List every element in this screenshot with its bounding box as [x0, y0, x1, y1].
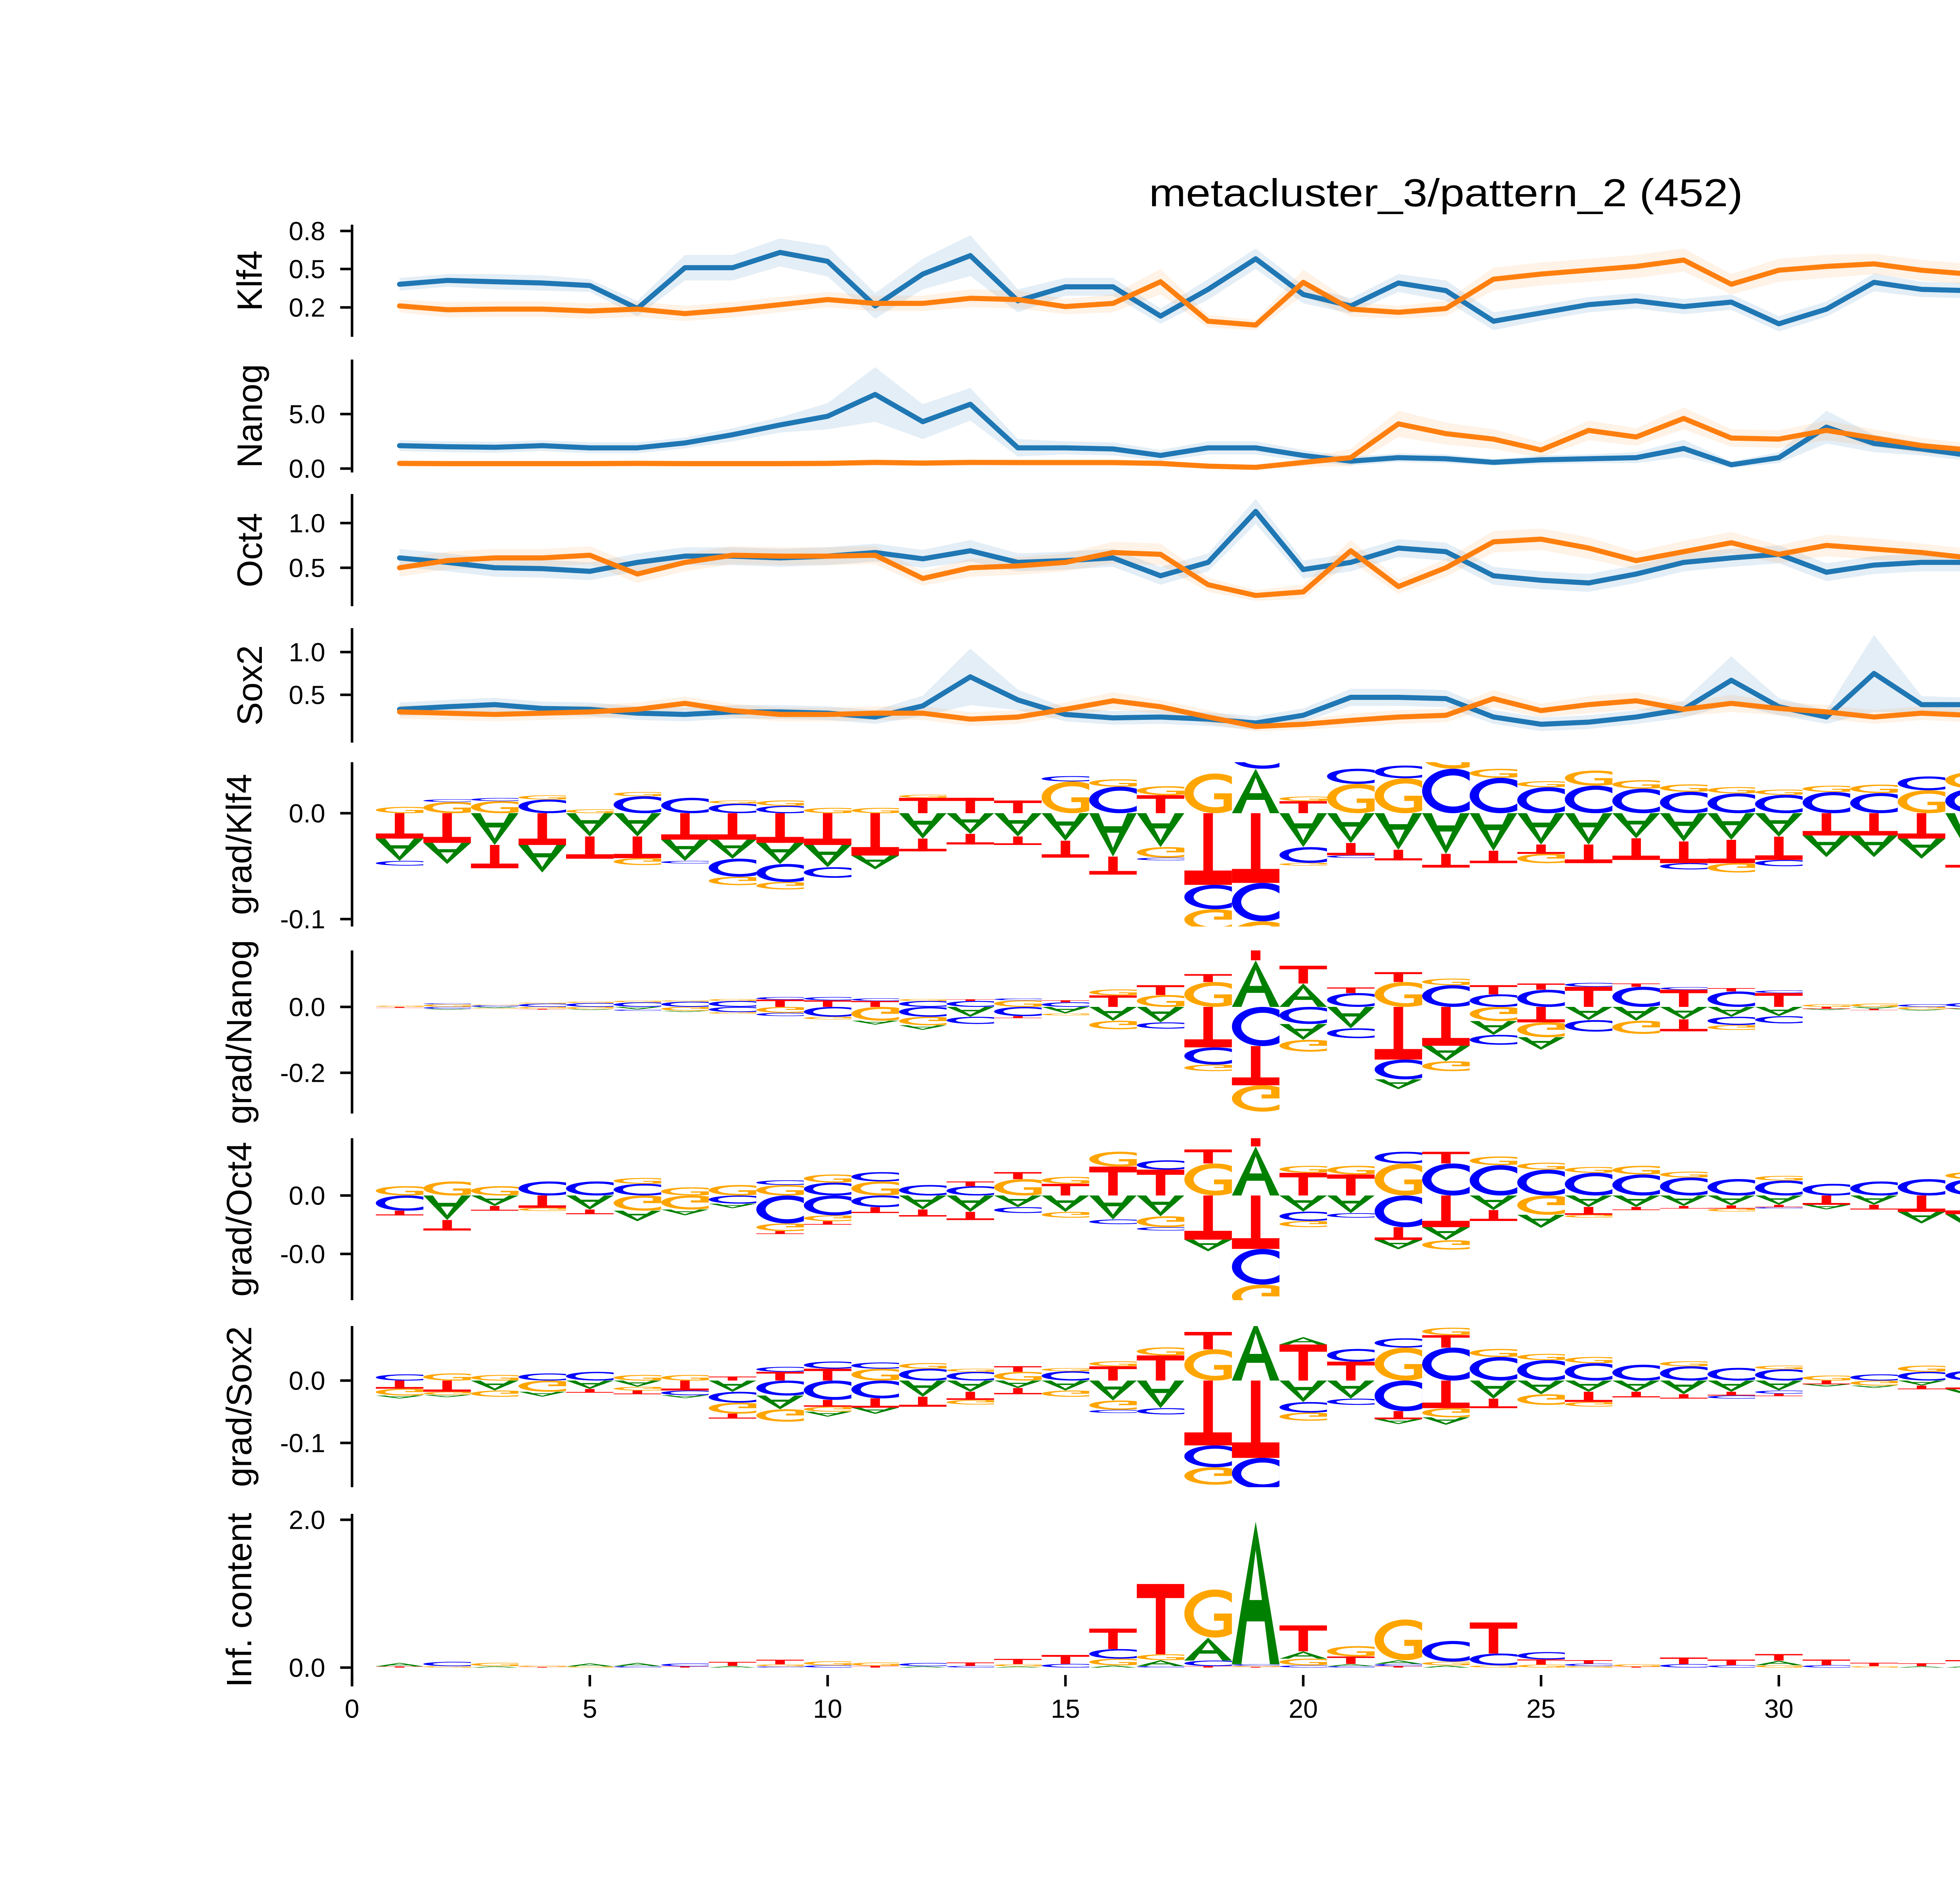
svg-text:15: 15 — [1051, 1694, 1080, 1724]
svg-text:-0.1: -0.1 — [280, 905, 325, 934]
svg-text:Inf. content: Inf. content — [220, 1513, 259, 1687]
svg-text:0.0: 0.0 — [289, 1366, 325, 1395]
svg-text:0.5: 0.5 — [289, 554, 325, 583]
svg-text:30: 30 — [1764, 1694, 1794, 1724]
svg-text:10: 10 — [813, 1694, 842, 1724]
svg-text:1.0: 1.0 — [289, 509, 325, 538]
svg-text:0.0: 0.0 — [289, 992, 325, 1022]
svg-text:0.0: 0.0 — [289, 1181, 325, 1210]
svg-text:1.0: 1.0 — [289, 638, 325, 667]
svg-text:Nanog: Nanog — [230, 364, 270, 468]
svg-text:-0.1: -0.1 — [280, 1428, 325, 1458]
svg-text:grad/Oct4: grad/Oct4 — [220, 1142, 259, 1297]
svg-text:0.5: 0.5 — [289, 681, 325, 710]
svg-text:0.5: 0.5 — [289, 255, 325, 284]
svg-text:Sox2: Sox2 — [230, 645, 270, 725]
svg-text:5.0: 5.0 — [289, 400, 325, 429]
svg-text:0.0: 0.0 — [289, 799, 325, 828]
svg-text:grad/Nanog: grad/Nanog — [220, 940, 259, 1124]
svg-text:Klf4: Klf4 — [230, 250, 270, 311]
svg-text:0.2: 0.2 — [289, 293, 325, 323]
svg-text:-0.2: -0.2 — [280, 1058, 325, 1088]
svg-text:2.0: 2.0 — [289, 1505, 325, 1535]
svg-text:0.0: 0.0 — [289, 1653, 325, 1682]
svg-text:-0.0: -0.0 — [280, 1239, 325, 1269]
svg-text:0.0: 0.0 — [289, 454, 325, 484]
svg-text:25: 25 — [1526, 1694, 1556, 1724]
svg-text:Oct4: Oct4 — [230, 513, 270, 587]
svg-text:0.8: 0.8 — [289, 217, 325, 246]
svg-text:0: 0 — [345, 1694, 359, 1724]
svg-text:grad/Sox2: grad/Sox2 — [220, 1326, 259, 1487]
svg-text:20: 20 — [1289, 1694, 1318, 1724]
svg-text:5: 5 — [583, 1694, 597, 1724]
svg-text:metacluster_3/pattern_2 (452): metacluster_3/pattern_2 (452) — [1149, 171, 1743, 214]
svg-text:grad/Klf4: grad/Klf4 — [220, 774, 259, 915]
